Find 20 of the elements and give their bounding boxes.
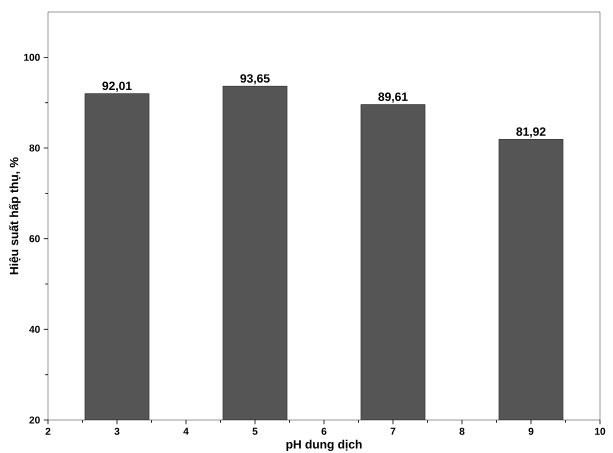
x-axis-title: pH dung dịch bbox=[286, 440, 362, 451]
y-tick-label: 60 bbox=[29, 235, 40, 242]
y-tick-label: 20 bbox=[29, 416, 40, 424]
y-axis-title: Hiệu suất hấp thụ, % bbox=[8, 157, 21, 274]
x-tick-label: 10 bbox=[595, 428, 606, 435]
data-label: 81,92 bbox=[516, 127, 546, 138]
y-tick-label: 80 bbox=[29, 144, 40, 152]
x-tick-label: 6 bbox=[322, 428, 326, 435]
y-tick-label: 100 bbox=[24, 54, 40, 61]
y-tick-label: 40 bbox=[29, 326, 40, 333]
x-tick-label: 8 bbox=[460, 428, 464, 435]
x-tick-label: 2 bbox=[46, 428, 50, 435]
x-tick-label: 7 bbox=[390, 428, 396, 435]
x-tick-label: 3 bbox=[114, 428, 120, 435]
data-label: 89,61 bbox=[378, 92, 408, 103]
x-tick-label: 9 bbox=[528, 428, 534, 435]
x-tick-label: 5 bbox=[252, 428, 258, 435]
data-label: 92,01 bbox=[102, 82, 132, 92]
data-label: 93,65 bbox=[240, 74, 270, 84]
x-tick-label: 4 bbox=[183, 428, 189, 435]
